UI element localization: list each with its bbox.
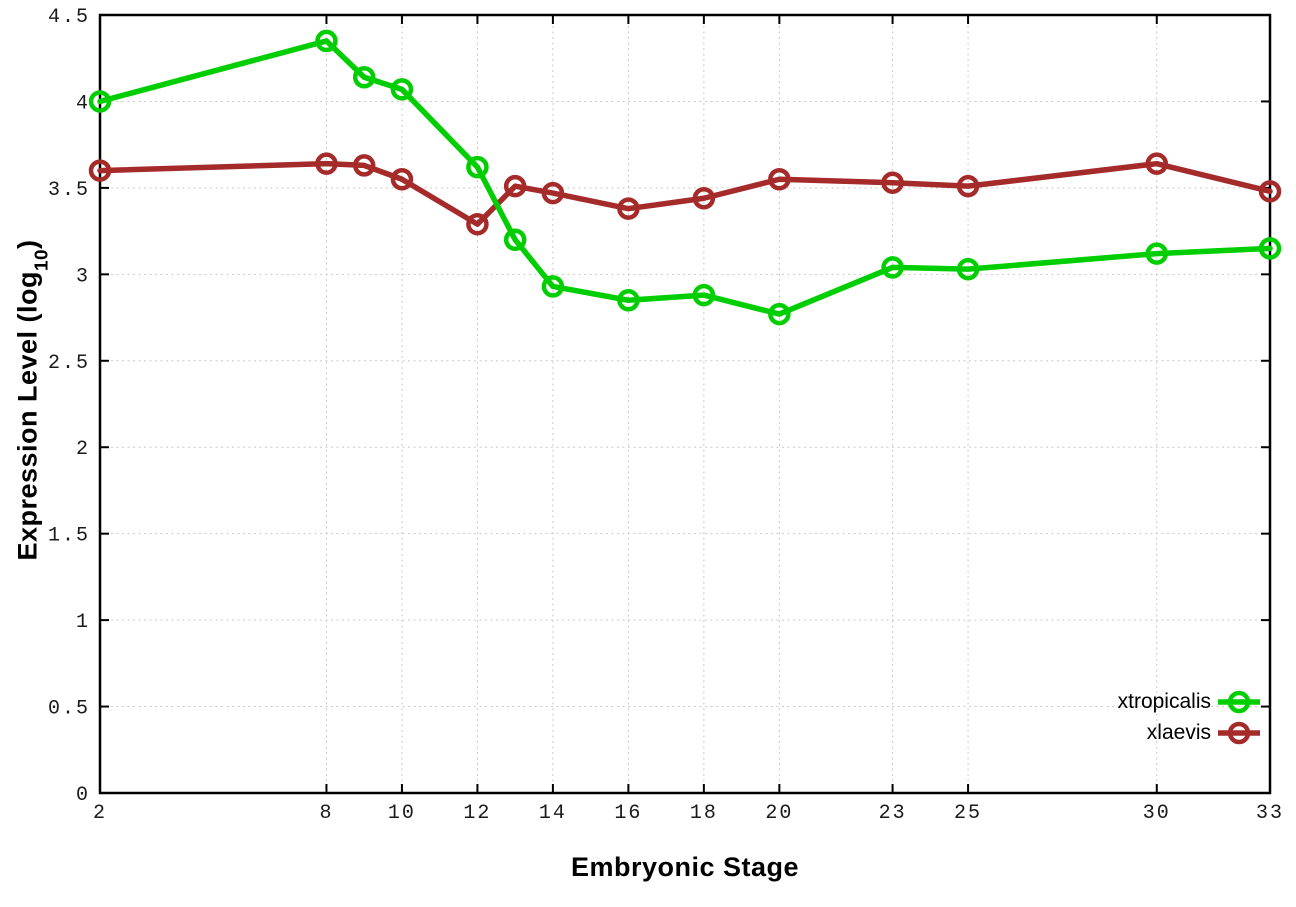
series-xtropicalis-point-12 bbox=[466, 155, 489, 179]
series-xlaevis-point-18 bbox=[692, 187, 716, 210]
x-tick-label-18: 18 bbox=[690, 802, 718, 825]
y-axis-title-subscript: 10 bbox=[31, 248, 53, 271]
series-xtropicalis-line bbox=[97, 38, 1273, 317]
series-xlaevis-point-13 bbox=[503, 174, 527, 198]
y-tick-label-2: 2 bbox=[76, 438, 90, 461]
legend-label-xlaevis: xlaevis bbox=[1146, 720, 1211, 744]
legend-item-xlaevis: xlaevis bbox=[1118, 717, 1260, 748]
legend-item-xtropicalis: xtropicalis bbox=[1118, 686, 1260, 717]
series-xlaevis-point-33 bbox=[1258, 180, 1282, 203]
series-xtropicalis-point-25 bbox=[956, 257, 980, 281]
series-xlaevis-point-16 bbox=[617, 197, 640, 220]
y-tick-label-4: 4 bbox=[76, 92, 90, 115]
x-tick-label-23: 23 bbox=[879, 802, 907, 825]
series-xtropicalis-point-8 bbox=[315, 29, 338, 53]
series-xtropicalis-point-2 bbox=[88, 90, 112, 113]
x-tick-label-12: 12 bbox=[463, 802, 491, 825]
series-xtropicalis-point-10 bbox=[390, 78, 414, 101]
tick-labels: 2 8 10 12 14 16 18 20 23 25 30 33 0 0.5 1 1.5 2 2.5 3 3.5 4 4… bbox=[48, 6, 1284, 825]
y-tick-label-0: 0 bbox=[76, 784, 90, 807]
series-xtropicalis bbox=[88, 29, 1282, 326]
x-tick-label-2: 2 bbox=[93, 802, 107, 825]
series-xlaevis-point-2 bbox=[88, 159, 112, 182]
legend: xtropicalis xlaevis bbox=[1118, 686, 1260, 748]
x-tick-label-16: 16 bbox=[614, 802, 642, 825]
series-xtropicalis-point-20 bbox=[768, 302, 791, 326]
x-tick-label-33: 33 bbox=[1256, 802, 1284, 825]
y-tick-label-3.5: 3.5 bbox=[48, 179, 90, 202]
series-xlaevis-point-25 bbox=[956, 174, 980, 198]
line-circle-marker-icon bbox=[1218, 688, 1260, 716]
x-tick-label-10: 10 bbox=[388, 802, 416, 825]
legend-label-xtropicalis: xtropicalis bbox=[1117, 689, 1211, 713]
series-xtropicalis-point-30 bbox=[1145, 242, 1169, 265]
y-tick-label-2.5: 2.5 bbox=[48, 352, 90, 375]
series-xtropicalis-point-23 bbox=[881, 256, 904, 279]
series-xtropicalis-point-13 bbox=[503, 228, 527, 252]
line-circle-marker-icon bbox=[1218, 719, 1260, 747]
plot-frame bbox=[98, 13, 1272, 795]
tick-marks bbox=[99, 14, 1271, 794]
x-tick-label-8: 8 bbox=[319, 802, 333, 825]
series-xtropicalis-point-16 bbox=[617, 289, 640, 312]
x-tick-label-20: 20 bbox=[765, 802, 793, 825]
series-xlaevis bbox=[88, 152, 1282, 236]
series-xtropicalis-point-14 bbox=[541, 275, 565, 298]
series-xlaevis-point-30 bbox=[1145, 152, 1169, 175]
gridlines bbox=[100, 15, 1270, 793]
y-tick-label-1: 1 bbox=[76, 611, 90, 634]
series-xlaevis-point-14 bbox=[541, 181, 565, 205]
series-xlaevis-point-23 bbox=[881, 171, 904, 194]
y-tick-label-4.5: 4.5 bbox=[48, 6, 90, 29]
series-xtropicalis-point-33 bbox=[1258, 237, 1282, 260]
x-tick-label-30: 30 bbox=[1143, 802, 1171, 825]
series-xtropicalis-point-18 bbox=[692, 283, 716, 307]
series-xlaevis-point-10 bbox=[390, 167, 414, 191]
series-xlaevis-point-8 bbox=[315, 152, 338, 175]
series-xtropicalis-point-9 bbox=[352, 65, 376, 89]
x-axis-title: Embryonic Stage bbox=[570, 852, 800, 882]
y-axis-title: Expression Level (log10) bbox=[12, 239, 53, 561]
y-tick-label-1.5: 1.5 bbox=[48, 525, 90, 548]
y-tick-label-0.5: 0.5 bbox=[48, 698, 90, 721]
x-tick-label-14: 14 bbox=[539, 802, 567, 825]
y-tick-label-3: 3 bbox=[76, 265, 90, 288]
series-xlaevis-point-12 bbox=[466, 212, 489, 236]
series-xlaevis-point-20 bbox=[768, 167, 791, 191]
y-axis-title-close: ) bbox=[12, 239, 43, 249]
series-xlaevis-line bbox=[97, 160, 1273, 227]
series-xlaevis-point-9 bbox=[352, 154, 376, 177]
y-axis-title-text: Expression Level (log bbox=[12, 270, 43, 561]
x-tick-label-25: 25 bbox=[954, 802, 982, 825]
